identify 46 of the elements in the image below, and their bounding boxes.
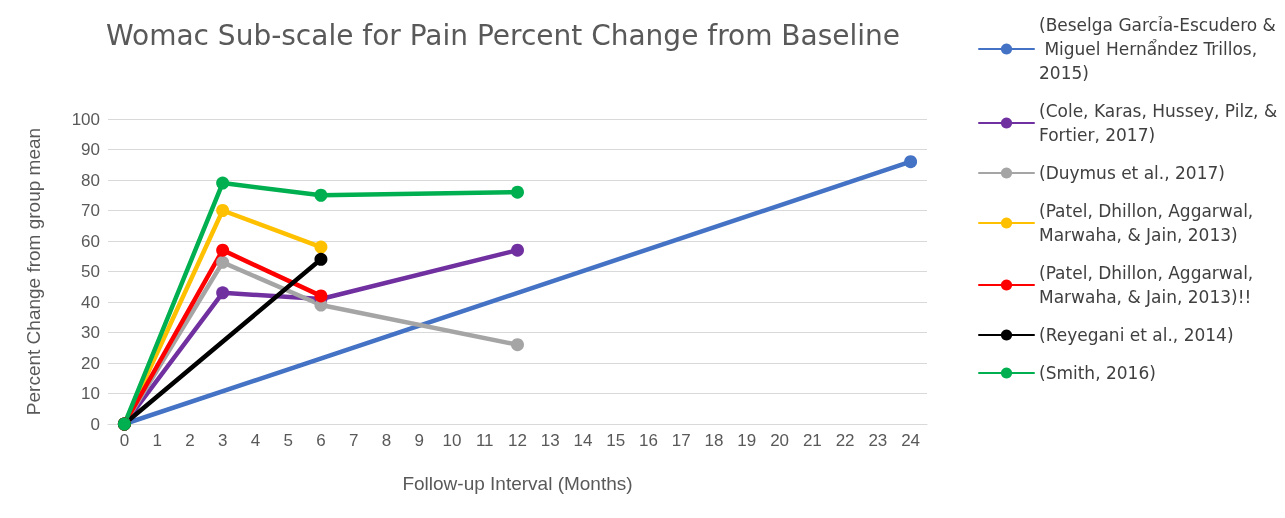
y-tick-label: 40 bbox=[81, 292, 100, 312]
legend-label: (Patel, Dhillon, Aggarwal, Marwaha, & Jain, 2013) bbox=[1039, 201, 1259, 245]
x-tick-label: 10 bbox=[442, 431, 462, 450]
y-tick-label: 30 bbox=[81, 323, 100, 342]
legend-label: (Smith, 2016) bbox=[1039, 363, 1156, 383]
x-tick-label: 12 bbox=[508, 431, 527, 450]
x-tick-label: 11 bbox=[475, 431, 494, 450]
y-tick-label: 100 bbox=[71, 109, 100, 129]
x-tick-label: 5 bbox=[283, 431, 293, 450]
x-tick-label: 3 bbox=[217, 431, 228, 450]
x-tick-label: 16 bbox=[639, 431, 658, 450]
y-tick-label: 80 bbox=[81, 170, 100, 190]
x-tick-label: 13 bbox=[540, 431, 560, 450]
x-tick-label: 14 bbox=[573, 431, 593, 450]
legend-label: (Cole, Karas, Hussey, Pilz, & Fortier, 2017) bbox=[1039, 101, 1283, 145]
x-tick-label: 20 bbox=[770, 431, 790, 450]
x-tick-label: 6 bbox=[316, 431, 326, 450]
x-tick-label: 1 bbox=[152, 431, 162, 450]
x-tick-label: 2 bbox=[185, 431, 195, 450]
x-tick-label: 8 bbox=[381, 431, 392, 450]
y-tick-label: 50 bbox=[81, 262, 100, 281]
y-tick-label: 90 bbox=[81, 140, 100, 159]
x-tick-label: 0 bbox=[119, 431, 130, 450]
x-tick-label: 22 bbox=[835, 431, 855, 450]
x-tick-label: 19 bbox=[737, 431, 757, 450]
y-axis-title: Percent Change from group mean bbox=[23, 127, 44, 416]
x-tick-label: 9 bbox=[414, 431, 424, 450]
y-tick-label: 10 bbox=[81, 384, 100, 403]
y-tick-label: 0 bbox=[90, 414, 100, 434]
legend-label: (Duymus et al., 2017) bbox=[1039, 163, 1225, 183]
x-tick-label: 17 bbox=[671, 431, 691, 450]
x-tick-label: 7 bbox=[348, 431, 359, 450]
x-axis-title: Follow-up Interval (Months) bbox=[402, 473, 633, 494]
y-tick-label: 70 bbox=[81, 201, 100, 220]
x-tick-label: 21 bbox=[802, 431, 822, 450]
chart-title: Womac Sub-scale for Pain Percent Change from Baseline bbox=[105, 18, 901, 52]
legend-label: (Beselga Garcỉa-Escudero & Miguel Hernẩndez Trillos, 2015) bbox=[1039, 15, 1276, 83]
legend-label: (Patel, Dhillon, Aggarwal, Marwaha, & Jain, 2013)!! bbox=[1039, 263, 1259, 307]
legend-label: (Reyegani et al., 2014) bbox=[1039, 325, 1234, 345]
y-tick-label: 60 bbox=[81, 231, 100, 251]
x-tick-label: 18 bbox=[704, 431, 724, 450]
x-tick-label: 15 bbox=[606, 431, 626, 450]
x-tick-label: 24 bbox=[901, 431, 921, 450]
x-tick-label: 4 bbox=[250, 431, 261, 450]
y-tick-label: 20 bbox=[81, 353, 100, 373]
x-tick-label: 23 bbox=[868, 431, 888, 450]
